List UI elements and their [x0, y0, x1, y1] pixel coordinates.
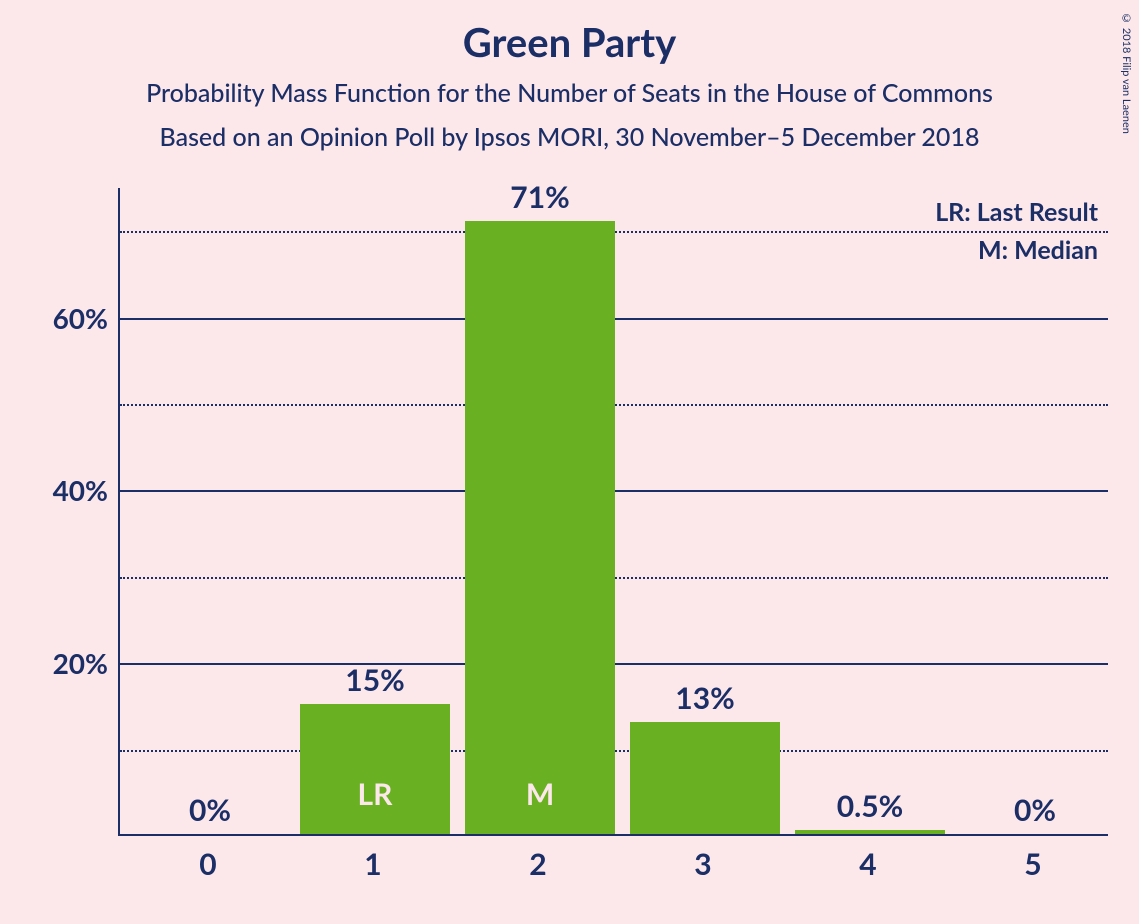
x-axis-tick: 1 — [364, 846, 381, 882]
bar-value-label: 0% — [1014, 792, 1056, 828]
legend-m: M: Median — [935, 232, 1098, 270]
bar-value-label: 0.5% — [837, 788, 904, 824]
x-axis-tick: 3 — [694, 846, 711, 882]
x-axis-tick: 4 — [859, 846, 876, 882]
chart-legend: LR: Last Result M: Median — [935, 194, 1098, 269]
bar: M — [465, 221, 615, 834]
x-axis-tick: 0 — [199, 846, 216, 882]
bar-value-label: 71% — [510, 179, 569, 215]
x-axis-tick: 2 — [529, 846, 546, 882]
bar — [795, 830, 945, 834]
bar: LR — [300, 704, 450, 834]
bar-value-label: 15% — [345, 662, 404, 698]
y-axis-tick: 60% — [53, 301, 108, 335]
chart-subtitle-1: Probability Mass Function for the Number… — [0, 78, 1139, 108]
chart-subtitle-2: Based on an Opinion Poll by Ipsos MORI, … — [0, 122, 1139, 152]
bar-inner-label: M — [526, 776, 554, 812]
chart-title: Green Party — [0, 0, 1139, 66]
bar-value-label: 0% — [189, 792, 231, 828]
copyright-text: © 2018 Filip van Laenen — [1120, 12, 1133, 134]
bar-inner-label: LR — [358, 776, 393, 812]
legend-lr: LR: Last Result — [935, 194, 1098, 232]
x-axis-tick: 5 — [1024, 846, 1041, 882]
y-axis-tick: 20% — [53, 646, 108, 680]
chart-area: 0%LR15%M71%13%0.5%0% LR: Last Result M: … — [118, 188, 1108, 836]
plot-region: 0%LR15%M71%13%0.5%0% — [118, 188, 1108, 836]
bar — [630, 722, 780, 834]
y-axis-tick: 40% — [53, 473, 108, 507]
bar-value-label: 13% — [675, 680, 734, 716]
